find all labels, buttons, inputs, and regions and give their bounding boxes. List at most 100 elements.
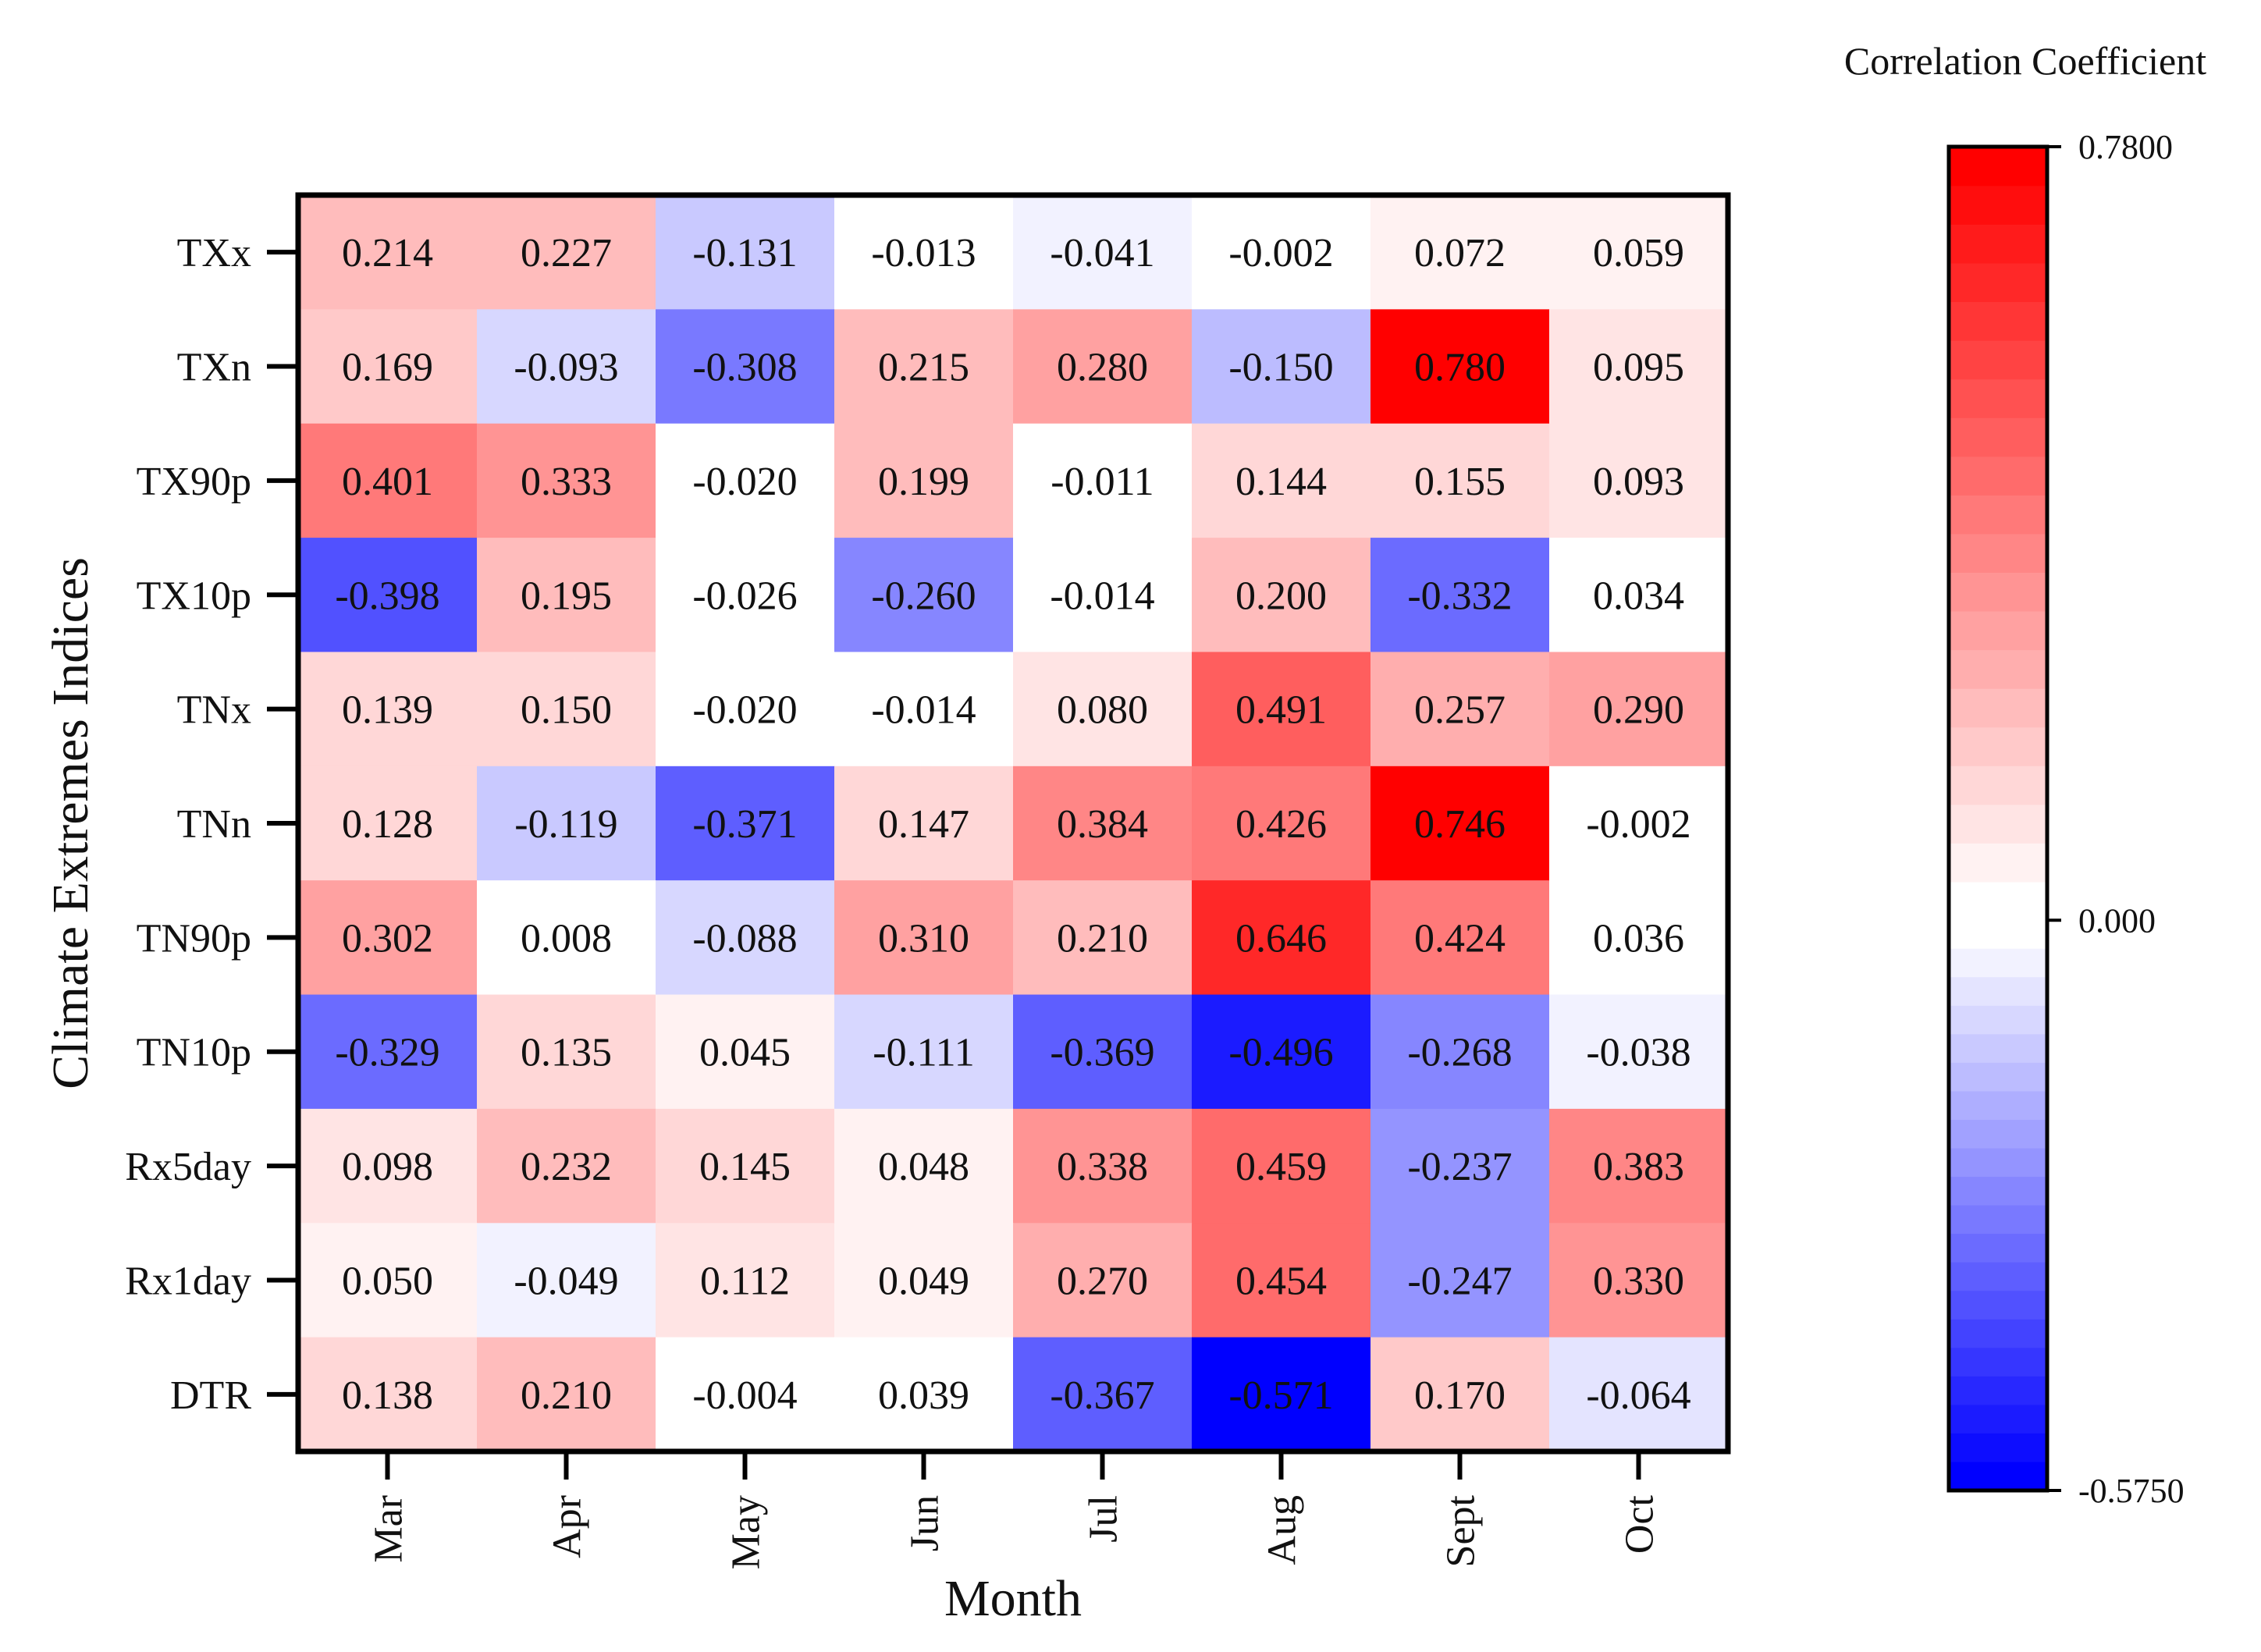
colorbar-segment <box>1949 727 2047 766</box>
heatmap-cell <box>298 1108 478 1224</box>
colorbar-segment <box>1949 766 2047 805</box>
colorbar-segment <box>1949 224 2047 264</box>
cell-value-label: 0.170 <box>1414 1373 1506 1418</box>
colorbar-segment <box>1949 687 2047 728</box>
heatmap-cell <box>656 880 835 996</box>
heatmap-cell <box>298 1223 478 1338</box>
heatmap-cell <box>656 1337 835 1452</box>
colorbar-segment <box>1949 1462 2047 1491</box>
heatmap-cell <box>656 994 835 1110</box>
colorbar-title: Correlation Coefficient <box>1844 39 2206 83</box>
heatmap-cell <box>1192 309 1371 425</box>
x-tick-label: Mar <box>367 1495 411 1563</box>
heatmap-cell <box>834 309 1014 425</box>
cell-value-label: 0.128 <box>342 802 433 847</box>
y-tick-label: Rx1day <box>125 1259 251 1303</box>
y-tick-label: DTR <box>170 1373 251 1418</box>
heatmap-cell <box>1013 538 1193 653</box>
heatmap-cell <box>1549 652 1729 767</box>
heatmap-cell <box>1013 880 1193 996</box>
y-tick-label: TX10p <box>137 574 251 618</box>
heatmap-cell <box>834 766 1014 881</box>
colorbar-segment <box>1949 417 2047 457</box>
cell-value-label: -0.131 <box>692 231 797 275</box>
cell-value-label: 0.215 <box>878 346 969 390</box>
heatmap-cell <box>834 423 1014 538</box>
colorbar-tick-label: 0.000 <box>2078 901 2156 940</box>
heatmap-cell <box>1370 423 1550 538</box>
cell-value-label: -0.371 <box>692 802 797 847</box>
cell-value-label: 0.270 <box>1057 1259 1148 1303</box>
cell-value-label: -0.367 <box>1050 1373 1154 1418</box>
cell-value-label: 0.169 <box>342 346 433 390</box>
cell-value-label: 0.330 <box>1593 1259 1684 1303</box>
cell-value-label: 0.135 <box>521 1031 612 1075</box>
colorbar-segment <box>1949 1376 2047 1406</box>
heatmap-cell <box>477 994 656 1110</box>
heatmap-cell <box>477 309 656 425</box>
heatmap-cell <box>656 195 835 310</box>
cell-value-label: 0.039 <box>878 1373 969 1418</box>
heatmap-cell <box>298 309 478 425</box>
heatmap-cell <box>1549 423 1729 538</box>
colorbar-segment <box>1949 301 2047 341</box>
heatmap-cell <box>477 1223 656 1338</box>
heatmap-cell <box>477 1337 656 1452</box>
colorbar-segment <box>1949 1348 2047 1377</box>
x-axis-title: Month <box>944 1570 1082 1627</box>
heatmap-cell <box>1370 309 1550 425</box>
heatmap-cell <box>1013 994 1193 1110</box>
colorbar-segment <box>1949 1205 2047 1235</box>
cell-value-label: 0.036 <box>1593 916 1684 961</box>
heatmap-cell <box>1549 994 1729 1110</box>
heatmap-cell <box>1192 880 1371 996</box>
cell-value-label: -0.049 <box>514 1259 618 1303</box>
heatmap-cell <box>834 1337 1014 1452</box>
heatmap-cell <box>1370 880 1550 996</box>
colorbar-segment <box>1949 339 2047 380</box>
cell-value-label: 0.384 <box>1057 802 1148 847</box>
colorbar-segment <box>1949 804 2047 844</box>
cell-value-label: -0.329 <box>335 1031 439 1075</box>
cell-value-label: -0.111 <box>873 1031 974 1075</box>
colorbar-segment <box>1949 185 2047 225</box>
cell-value-label: 0.401 <box>342 460 433 504</box>
cell-value-label: 0.302 <box>342 916 433 961</box>
cell-value-label: 0.200 <box>1235 574 1327 618</box>
cell-value-label: 0.232 <box>521 1145 612 1189</box>
cell-value-label: 0.098 <box>342 1145 433 1189</box>
x-tick-label: Aug <box>1260 1495 1305 1565</box>
heatmap-cell <box>1192 423 1371 538</box>
heatmap-cell <box>1192 538 1371 653</box>
y-tick-label: Rx5day <box>125 1145 251 1189</box>
colorbar-segment <box>1949 147 2047 187</box>
cell-value-label: 0.008 <box>521 916 612 961</box>
colorbar <box>1949 147 2047 1491</box>
cell-value-label: -0.237 <box>1407 1145 1512 1189</box>
cell-value-label: -0.308 <box>692 346 797 390</box>
colorbar-frame <box>1946 144 2049 1493</box>
colorbar-segment <box>1949 1005 2047 1036</box>
x-tick-label: Oct <box>1618 1494 1662 1554</box>
cell-value-label: 0.454 <box>1235 1259 1327 1303</box>
x-tick-label: Jun <box>903 1495 947 1551</box>
cell-value-label: 0.034 <box>1593 574 1684 618</box>
heatmap-cell <box>477 880 656 996</box>
cell-value-label: -0.369 <box>1050 1031 1154 1075</box>
heatmap-cell <box>298 538 478 653</box>
heatmap-cell <box>1370 538 1550 653</box>
cell-value-label: 0.424 <box>1414 916 1506 961</box>
colorbar-segment <box>1949 495 2047 535</box>
heatmap-cell <box>1549 1223 1729 1338</box>
heatmap-cell <box>834 1108 1014 1224</box>
colorbar-segment <box>1949 610 2047 651</box>
y-tick-label: TX90p <box>137 460 251 504</box>
cell-value-label: 0.144 <box>1235 460 1327 504</box>
heatmap-cell <box>1192 1108 1371 1224</box>
x-tick-label: Sept <box>1439 1494 1484 1567</box>
cell-value-label: -0.496 <box>1228 1031 1333 1075</box>
cell-value-label: 0.199 <box>878 460 969 504</box>
colorbar-segment <box>1949 1062 2047 1092</box>
cell-value-label: 0.491 <box>1235 688 1327 733</box>
